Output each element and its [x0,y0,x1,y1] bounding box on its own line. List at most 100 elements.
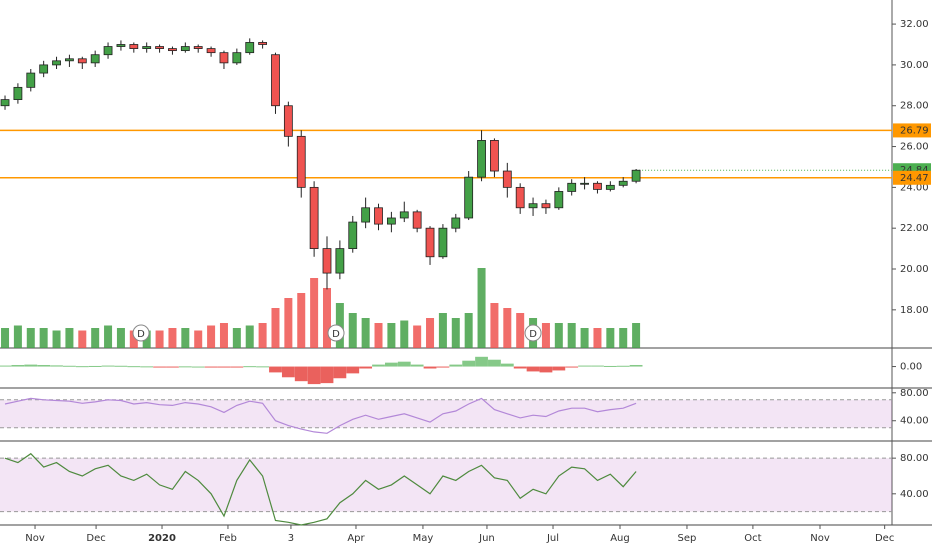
x-tick-label: Feb [219,533,237,544]
candle-body [618,180,628,186]
candle-body [116,44,126,47]
candle-body [219,52,229,64]
candle-body [245,42,255,54]
macd-bar [166,366,179,368]
volume-bar [580,328,589,348]
macd-bar [346,366,360,374]
candle-body [528,203,538,209]
volume-bar [503,308,512,348]
macd-bar [591,365,604,367]
x-tick-label: Dec [875,533,894,544]
candle-body [386,217,396,225]
dividend-label: D [529,329,537,340]
macd-bar [11,364,25,367]
y-tick-label: 18.00 [900,305,929,316]
macd-bar [153,366,166,368]
y-tick-label: 28.00 [900,101,929,112]
macd-bar [603,365,617,367]
macd-bar [616,365,630,367]
macd-bar [24,364,38,367]
volume-bar [219,323,228,348]
volume-bar [168,328,177,348]
macd-bar [191,366,205,368]
volume-bar [387,323,396,348]
y-tick-label: 80.00 [900,453,929,464]
macd-bar [101,365,115,367]
volume-bar [26,328,35,348]
volume-bar [438,313,447,348]
volume-bar [374,323,383,348]
volume-bar [207,325,216,348]
volume-bar [632,323,641,348]
volume-bar [567,323,576,348]
rsi-line [4,397,637,434]
candle-body [567,182,577,192]
candle-body [39,64,49,74]
macd-bar [127,366,141,368]
candle-body [13,86,23,101]
volume-bar [516,313,525,348]
candle-body [425,227,435,258]
candle-body [593,182,602,190]
stoch-line [4,452,637,526]
volume-bar [39,328,48,348]
x-tick-label: Nov [810,533,830,544]
macd-bar [320,366,334,384]
macd-bar [372,364,385,367]
macd-bar [513,366,527,369]
macd-bar [269,366,282,373]
dividend-marker [132,324,150,342]
macd-bar [204,366,218,368]
candle-body [502,170,512,188]
candle-body [451,217,461,229]
y-tick-label: 40.00 [900,416,929,427]
dividend-marker [327,324,345,342]
y-tick-label: 22.00 [900,223,929,234]
candle-body [193,46,203,49]
macd-bar [565,366,579,368]
volume-bar [155,330,164,348]
candle-body [554,191,564,209]
volume-bar [129,330,138,348]
volume-bar [284,298,293,348]
macd-bar [526,366,540,372]
candle-body [605,184,615,190]
macd-bar [436,366,450,368]
macd-bar [0,365,12,367]
candle-body [283,105,293,137]
volume-bar [13,325,22,348]
candle-body [438,227,448,258]
macd-bar [217,366,231,368]
candle-body [477,140,486,178]
macd-bar [178,366,192,368]
candle-body [232,52,242,64]
volume-bar [194,330,203,348]
candle-body [271,54,280,107]
y-tick-label: 26.00 [900,142,929,153]
y-tick-label: 40.00 [900,489,929,500]
macd-bar [114,365,128,367]
volume-bar [1,328,10,348]
volume-bar [619,328,628,348]
y-tick-label: 24.00 [900,182,929,193]
volume-bar [322,288,331,348]
candle-body [464,176,474,219]
price-tag [893,170,931,185]
candle-body [348,221,358,250]
macd-bar [50,365,63,367]
candle-body [0,99,10,107]
y-tick-label: 30.00 [900,60,929,71]
candle-body [399,211,409,219]
band-fill [0,399,892,428]
candle-body [129,44,139,49]
dividend-label: D [137,329,145,340]
volume-bar [65,328,74,348]
volume-bar [361,318,370,348]
candle-body [296,135,306,188]
macd-bar [629,364,643,367]
x-tick-label: Jun [478,533,495,544]
price-tag-label: 24.47 [900,173,929,184]
x-tick-label: Aug [610,533,630,544]
x-tick-label: 2020 [148,533,176,544]
dividend-label: D [332,329,340,340]
